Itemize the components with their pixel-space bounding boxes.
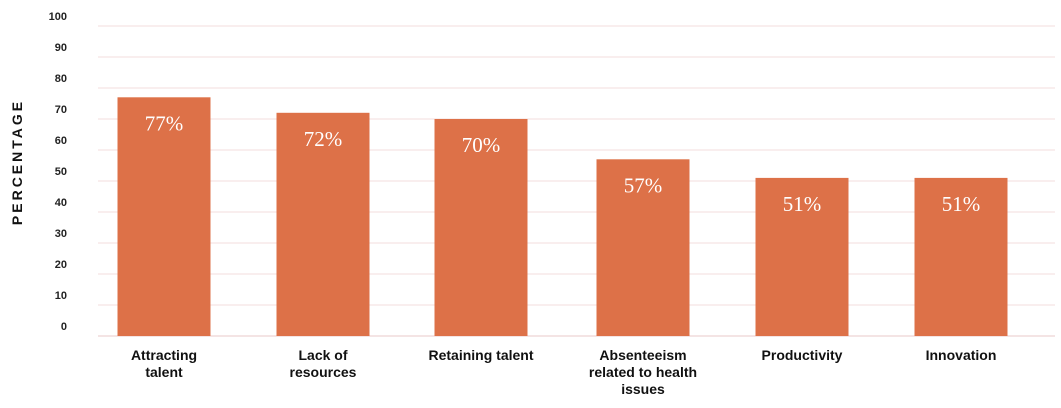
- data-label: 77%: [145, 111, 184, 135]
- bars: 77% 72% 70% 57% 51% 51%: [117, 97, 1008, 336]
- y-axis-label: PERCENTAGE: [9, 99, 25, 225]
- data-label: 51%: [783, 192, 822, 216]
- y-tick-label: 70: [55, 104, 67, 116]
- y-tick-label: 0: [61, 321, 67, 333]
- bar: [276, 112, 370, 336]
- data-label: 51%: [942, 192, 981, 216]
- data-label: 57%: [624, 173, 663, 197]
- bar: [914, 177, 1008, 336]
- category-label: Lack of resources: [290, 347, 357, 380]
- y-tick-label: 20: [55, 259, 67, 271]
- data-label: 70%: [462, 133, 501, 157]
- category-label: Productivity: [762, 347, 843, 363]
- y-tick-label: 60: [55, 135, 67, 147]
- y-tick-label: 50: [55, 166, 67, 178]
- bar: [117, 97, 211, 336]
- category-label: Attracting talent: [131, 347, 197, 380]
- bar: [434, 119, 528, 336]
- bar: [596, 159, 690, 336]
- category-label: Retaining talent: [428, 347, 533, 363]
- bar: [755, 177, 849, 336]
- grid-lines: [98, 25, 1055, 337]
- category-label: Absenteeism related to health issues: [589, 347, 697, 397]
- y-tick-label: 100: [49, 11, 67, 23]
- y-tick-label: 10: [55, 290, 67, 302]
- y-tick-label: 40: [55, 197, 67, 209]
- y-tick-label: 30: [55, 228, 67, 240]
- category-label: Innovation: [926, 347, 997, 363]
- y-tick-label: 80: [55, 73, 67, 85]
- category-labels: Attracting talent Lack of resources Retainin…: [131, 347, 996, 397]
- data-label: 72%: [304, 127, 343, 151]
- y-tick-label: 90: [55, 42, 67, 54]
